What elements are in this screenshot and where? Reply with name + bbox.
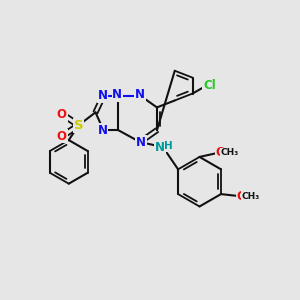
Text: N: N [136, 136, 146, 148]
Text: H: H [164, 141, 173, 151]
Text: O: O [215, 146, 225, 160]
Text: N: N [155, 140, 165, 154]
Text: S: S [74, 119, 83, 132]
Text: N: N [135, 88, 145, 101]
Text: CH₃: CH₃ [220, 148, 238, 158]
Text: N: N [98, 124, 107, 137]
Text: N: N [112, 88, 122, 101]
Text: CH₃: CH₃ [242, 192, 260, 201]
Text: Cl: Cl [203, 79, 216, 92]
Text: N: N [98, 89, 107, 102]
Text: O: O [57, 108, 67, 121]
Text: O: O [237, 190, 247, 202]
Text: O: O [57, 130, 67, 142]
